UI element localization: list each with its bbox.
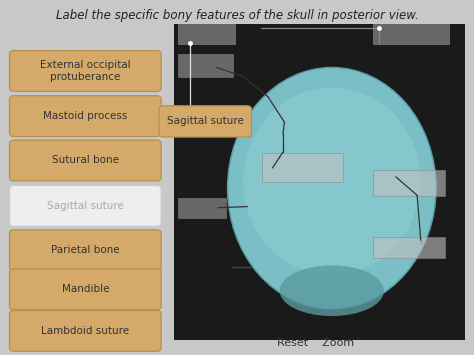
FancyBboxPatch shape	[174, 24, 465, 340]
Text: Mandible: Mandible	[62, 284, 109, 294]
FancyBboxPatch shape	[9, 185, 161, 226]
FancyBboxPatch shape	[9, 269, 161, 310]
FancyBboxPatch shape	[178, 198, 226, 218]
FancyBboxPatch shape	[178, 110, 233, 130]
Text: Sagittal suture: Sagittal suture	[167, 116, 244, 126]
FancyBboxPatch shape	[178, 24, 235, 44]
Text: Sutural bone: Sutural bone	[52, 155, 119, 165]
FancyBboxPatch shape	[373, 24, 449, 44]
FancyBboxPatch shape	[178, 54, 233, 77]
FancyBboxPatch shape	[373, 237, 445, 258]
FancyBboxPatch shape	[262, 153, 343, 182]
Text: Sagittal suture: Sagittal suture	[47, 201, 124, 211]
FancyBboxPatch shape	[9, 230, 161, 271]
Ellipse shape	[280, 266, 384, 316]
FancyBboxPatch shape	[373, 170, 445, 196]
Text: Mastoid process: Mastoid process	[43, 111, 128, 121]
FancyBboxPatch shape	[9, 310, 161, 351]
FancyBboxPatch shape	[159, 106, 251, 137]
Ellipse shape	[243, 87, 420, 275]
FancyBboxPatch shape	[9, 95, 161, 136]
FancyBboxPatch shape	[9, 140, 161, 181]
Text: Label the specific bony features of the skull in posterior view.: Label the specific bony features of the …	[55, 9, 419, 22]
Text: Lambdoid suture: Lambdoid suture	[41, 326, 129, 336]
Text: Reset    Zoom: Reset Zoom	[277, 338, 354, 348]
Text: Parietal bone: Parietal bone	[51, 245, 119, 255]
Ellipse shape	[228, 67, 436, 309]
FancyBboxPatch shape	[9, 50, 161, 91]
Text: External occipital
protuberance: External occipital protuberance	[40, 60, 131, 82]
